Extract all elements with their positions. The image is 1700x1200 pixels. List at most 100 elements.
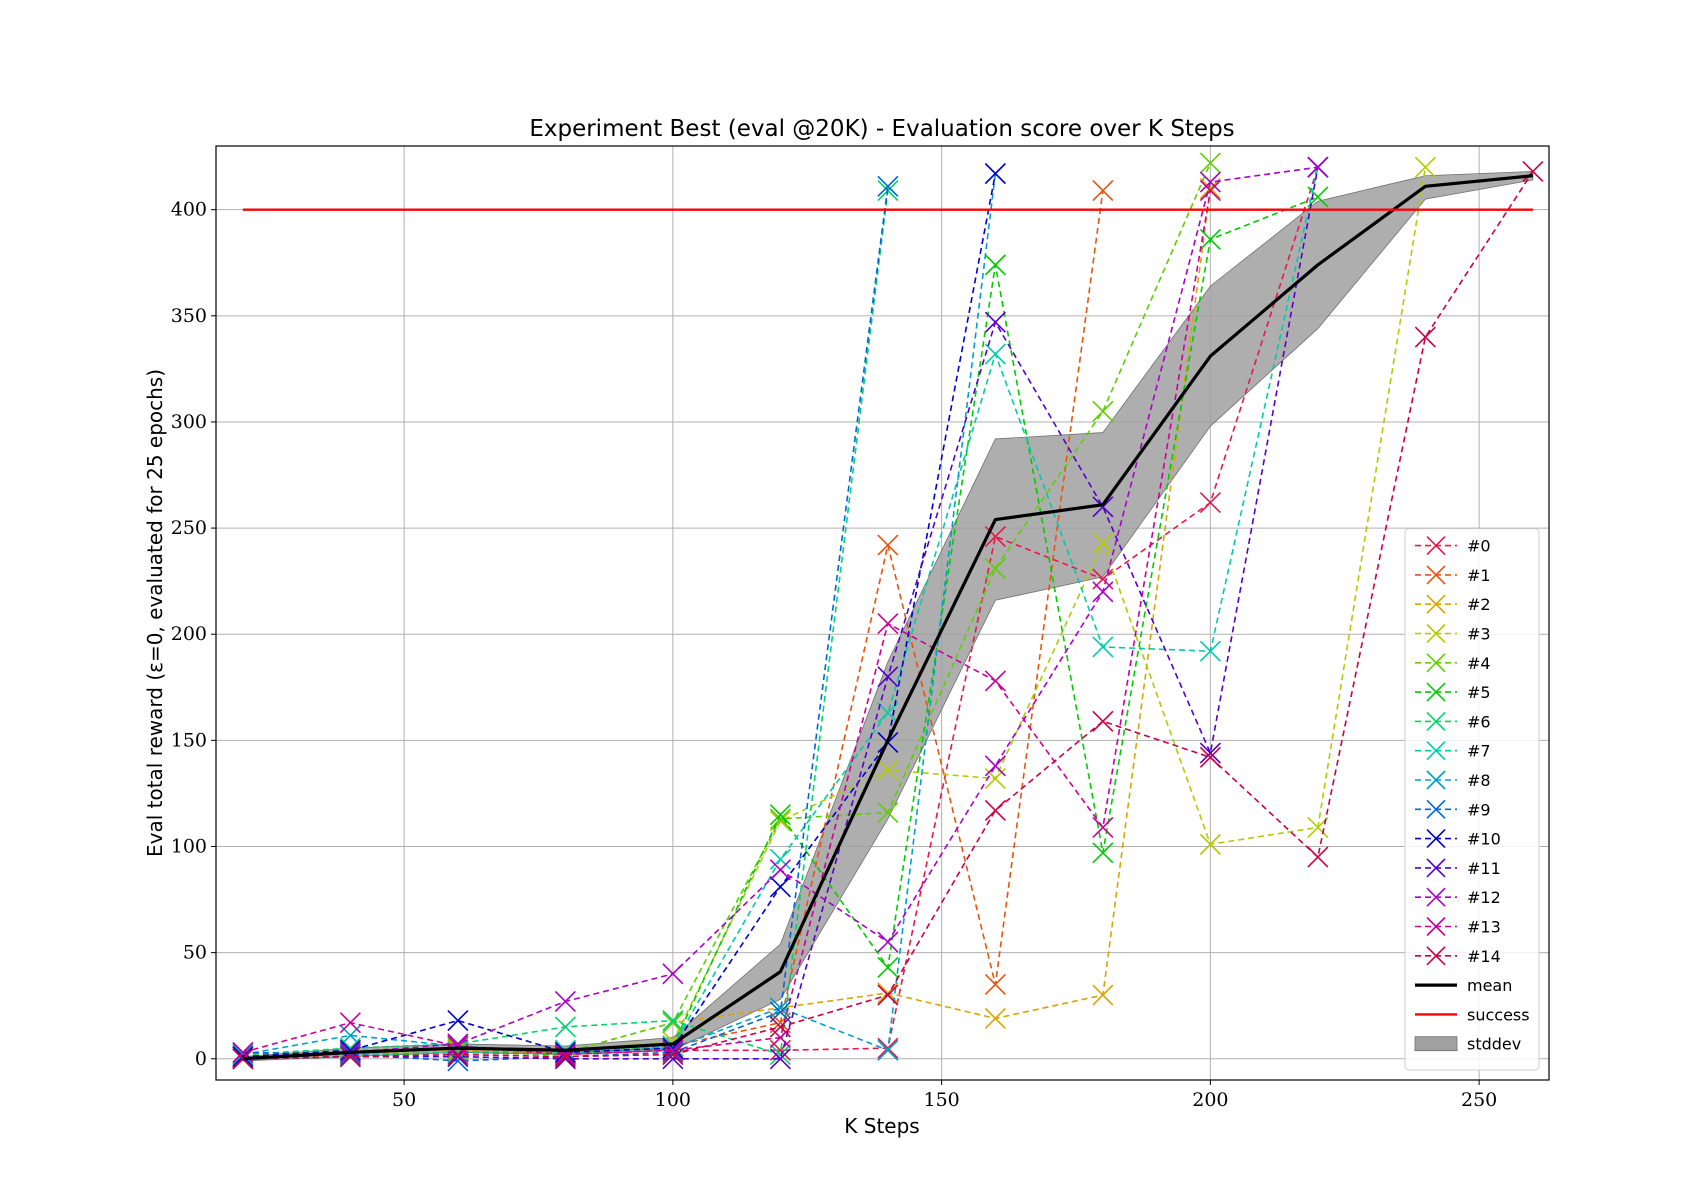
y-tick-label: 250 — [171, 517, 207, 539]
legend-entry: #7 — [1415, 741, 1491, 761]
series-point — [662, 963, 684, 985]
series-point — [769, 859, 791, 881]
series-point — [877, 534, 899, 556]
legend-label: #0 — [1467, 537, 1491, 556]
series-point — [1092, 984, 1114, 1006]
legend-label: success — [1467, 1005, 1530, 1024]
legend-label: mean — [1467, 976, 1512, 995]
legend-entry: #9 — [1415, 799, 1491, 819]
legend-entry: #0 — [1415, 536, 1491, 556]
series-point — [769, 876, 791, 898]
series-point — [877, 175, 899, 197]
legend-label: #3 — [1467, 625, 1491, 644]
series-point — [1199, 152, 1221, 174]
legend-label: #13 — [1467, 918, 1501, 937]
legend-entry: #2 — [1415, 594, 1491, 614]
series-point — [447, 1035, 469, 1057]
series-point — [769, 1026, 791, 1049]
series-point — [1414, 326, 1436, 348]
y-tick-label: 0 — [195, 1048, 207, 1070]
series-point — [877, 801, 899, 824]
series-point — [1092, 581, 1114, 603]
legend-entry: mean — [1415, 976, 1512, 995]
y-tick-label: 50 — [183, 942, 207, 964]
y-tick-label: 300 — [171, 411, 207, 433]
series-point — [984, 311, 1006, 333]
series-point — [662, 1009, 684, 1032]
series-line — [242, 190, 1212, 1056]
series-point — [339, 1046, 361, 1068]
legend-entry: #14 — [1415, 946, 1501, 966]
legend-label: #10 — [1467, 830, 1501, 849]
series-point — [1414, 156, 1436, 178]
ticks: 50 100 150 200 250 0 50 100 150 200 250 300 350 400 — [171, 199, 1498, 1111]
plot-frame — [215, 145, 1550, 1081]
series-point — [877, 984, 899, 1006]
series-point — [1199, 640, 1221, 662]
series-point — [769, 997, 791, 1019]
series-point — [769, 808, 791, 830]
series-point — [877, 666, 899, 688]
series-point — [1522, 160, 1544, 183]
series-point — [1307, 816, 1329, 838]
legend-box — [1404, 528, 1540, 1071]
legend-marker — [1426, 916, 1446, 937]
series-point — [1199, 180, 1221, 202]
series-point — [769, 1016, 791, 1038]
series-point — [984, 343, 1006, 365]
series-point — [1092, 710, 1114, 732]
series-point — [984, 670, 1006, 692]
legend-entry: #1 — [1415, 565, 1491, 585]
series-point — [662, 1043, 684, 1066]
series-point — [1092, 636, 1114, 658]
legend-marker — [1426, 829, 1446, 849]
series-point — [877, 956, 899, 979]
series-point — [877, 931, 899, 953]
series-point — [1307, 846, 1329, 868]
series-point — [984, 1007, 1006, 1030]
legend-marker — [1426, 536, 1446, 556]
series-point — [769, 1043, 791, 1066]
y-tick-label: 100 — [171, 836, 207, 858]
series-point — [877, 702, 899, 724]
legend-label: #12 — [1467, 888, 1501, 907]
series-point — [1307, 156, 1329, 178]
legend-marker — [1426, 711, 1446, 731]
series-point — [1092, 532, 1114, 554]
legend-marker — [1426, 946, 1446, 966]
legend-marker — [1426, 682, 1446, 702]
x-tick-label: 50 — [392, 1089, 416, 1111]
legend-entry: #11 — [1415, 858, 1501, 878]
chart-title: Experiment Best (eval @20K) - Evaluation… — [529, 116, 1234, 142]
legend-label: #2 — [1467, 595, 1491, 614]
series-point — [554, 990, 576, 1013]
legend: #0 #1 #2 #3 #4 #5 #6 #7 #8 #9 #10 #11 #12 #13 #14 mean s… — [1404, 528, 1540, 1071]
x-axis-label: K Steps — [844, 1114, 919, 1138]
series-point — [1199, 746, 1221, 768]
legend-entry: #4 — [1415, 653, 1491, 673]
mean-layer — [242, 174, 1534, 1061]
series-point — [1092, 180, 1114, 202]
legend-label: #5 — [1467, 683, 1491, 702]
series-point — [1092, 842, 1114, 864]
series-point — [232, 1043, 254, 1066]
series-point — [984, 557, 1006, 579]
series-13 — [232, 180, 1221, 1066]
series-point — [877, 1039, 899, 1061]
legend-label: #9 — [1467, 800, 1491, 819]
legend-label: #11 — [1467, 859, 1501, 878]
series-line — [242, 173, 997, 1058]
series-point — [1199, 492, 1221, 514]
series-point — [769, 848, 791, 870]
x-tick-label: 150 — [923, 1089, 959, 1111]
series-point — [984, 163, 1006, 185]
legend-marker — [1426, 594, 1446, 614]
series-point — [877, 759, 899, 781]
x-tick-label: 250 — [1461, 1089, 1497, 1111]
series-point — [1092, 816, 1114, 838]
series-point — [447, 1033, 469, 1055]
y-tick-label: 400 — [171, 199, 207, 221]
legend-label: #7 — [1467, 742, 1491, 761]
legend-entry: #12 — [1415, 887, 1501, 907]
